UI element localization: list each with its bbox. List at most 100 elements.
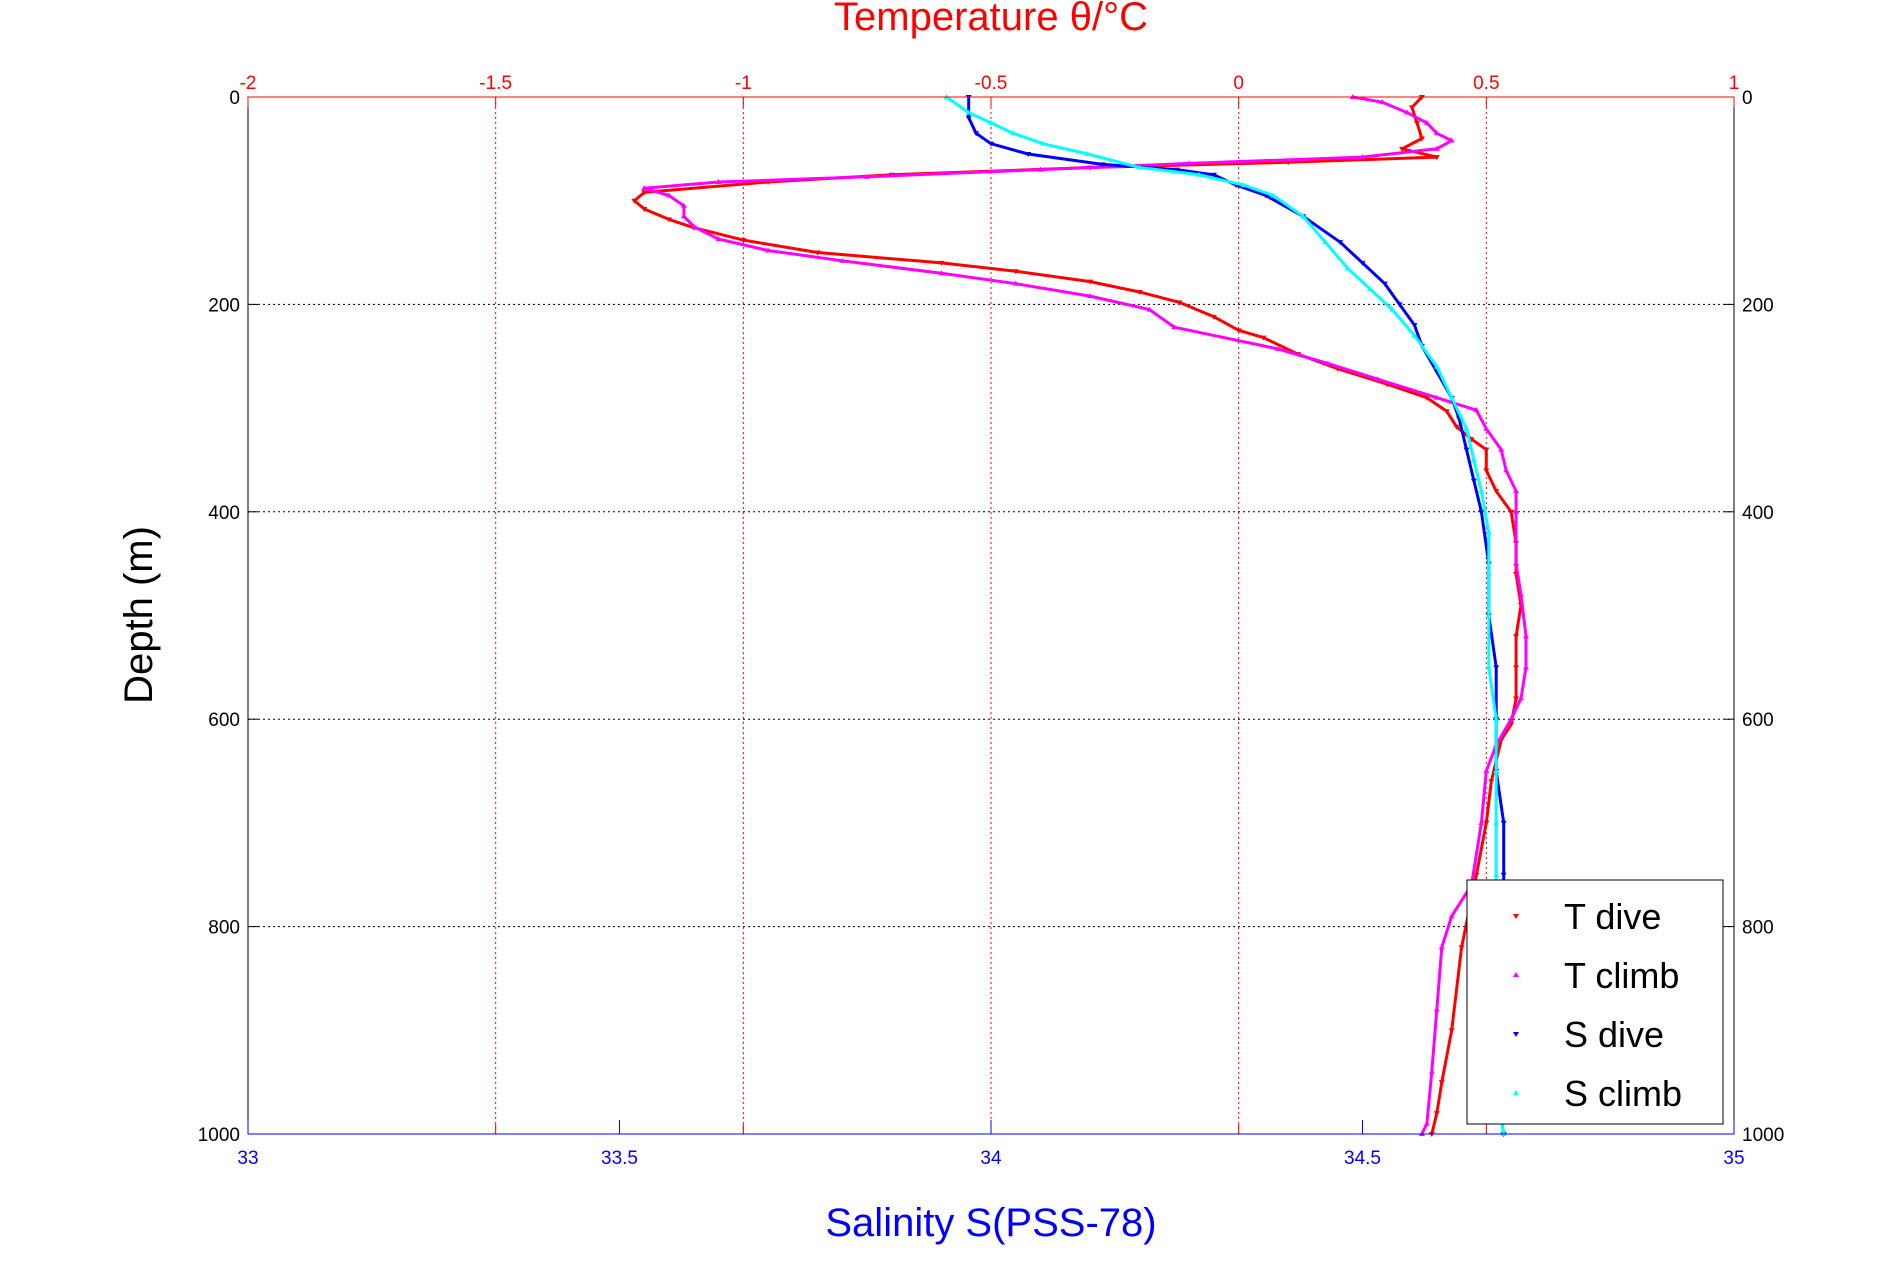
data-point-t-dive [1235,328,1242,334]
top-axis-tick-label: -1 [735,73,752,94]
data-point-t-climb [1498,446,1505,452]
data-point-t-climb [680,213,687,219]
data-point-t-dive [1473,872,1480,878]
data-point-s-climb [1196,171,1203,177]
data-point-s-dive [1337,240,1344,246]
data-point-t-climb [1513,488,1520,494]
data-point-t-dive [1433,155,1440,161]
y-axis-tick-label-left: 400 [208,503,240,524]
data-point-s-climb [1411,332,1418,338]
data-point-s-dive [1173,167,1180,173]
data-point-t-climb [690,223,697,229]
data-point-t-climb [1423,119,1430,125]
data-point-t-climb [938,270,945,276]
data-point-s-dive [1025,152,1032,158]
data-point-t-dive [1483,468,1490,474]
data-point-s-climb [1040,140,1047,146]
data-point-t-climb [1275,345,1282,351]
data-point-t-dive [1409,105,1416,111]
data-point-t-dive [1136,289,1143,295]
data-point-s-climb [1485,529,1492,535]
data-point-t-dive [641,190,648,196]
data-point-s-climb [1300,213,1307,219]
data-point-t-dive [666,217,673,223]
legend-label-t-dive: T dive [1564,896,1661,937]
legend: T dive T climb S dive S climb [1466,879,1724,1125]
data-point-t-climb [1513,560,1520,566]
data-point-s-climb [1493,768,1500,774]
data-point-t-climb [1508,716,1515,722]
data-point-t-climb [666,192,673,198]
data-point-t-dive [814,250,821,256]
data-point-t-dive [1433,1111,1440,1117]
data-point-t-dive [1458,945,1465,951]
data-point-s-climb [1463,425,1470,431]
data-point-t-dive [641,206,648,212]
data-point-t-climb [1448,913,1455,919]
data-point-s-dive [973,131,980,137]
data-point-t-dive [1285,160,1292,166]
data-point-t-climb [1522,664,1529,670]
data-point-s-climb [1366,285,1373,291]
data-point-t-dive [1453,424,1460,430]
data-point-t-climb [1473,407,1480,413]
data-point-t-dive [1012,269,1019,275]
data-point-s-climb [1433,363,1440,369]
data-point-t-dive [1508,509,1515,515]
y-axis-tick-label-left: 800 [208,918,240,939]
data-point-s-climb [1322,239,1329,245]
data-point-t-dive [1413,120,1420,126]
legend-marker-t-climb [1513,972,1519,977]
data-point-t-dive [1423,395,1430,401]
data-point-s-climb [1344,265,1351,271]
data-point-t-dive [1513,634,1520,640]
data-point-t-climb [1433,394,1440,400]
data-point-t-climb [1518,695,1525,701]
data-point-t-climb [1012,280,1019,286]
data-point-t-climb [1359,154,1366,160]
data-point-s-climb [1010,130,1017,136]
top-axis-tick-label: 0 [1233,73,1244,94]
bottom-axis-tick-label: 33 [237,1148,258,1169]
data-point-s-dive [1470,478,1477,484]
data-point-s-climb [1485,612,1492,618]
bottom-axis-tick-label: 33.5 [601,1148,638,1169]
data-point-s-climb [1448,394,1455,400]
data-point-t-dive [1513,696,1520,702]
chart-title: Temperature θ/°C [834,0,1148,39]
legend-box [1466,879,1724,1125]
data-point-t-dive [1448,1028,1455,1034]
data-point-s-dive [1396,302,1403,308]
data-point-t-dive [1483,820,1490,826]
legend-marker-t-dive [1513,914,1519,919]
data-point-t-climb [1374,376,1381,382]
data-point-s-climb [1270,192,1277,198]
data-point-t-climb [1522,633,1529,639]
data-point-s-climb [1493,871,1500,877]
data-point-t-dive [1483,447,1490,453]
data-point-s-climb [1389,306,1396,312]
top-axis-tick-label: 0.5 [1473,73,1499,94]
data-point-t-dive [1443,409,1450,415]
data-point-s-climb [1493,819,1500,825]
y-axis-tick-label-right: 400 [1742,503,1774,524]
data-point-t-climb [1087,293,1094,299]
y-axis-label: Depth (m) [117,526,161,704]
legend-label-t-climb: T climb [1564,955,1679,996]
data-point-s-dive [988,141,994,147]
data-point-t-dive [1493,489,1500,495]
data-point-t-climb [1404,109,1411,115]
data-point-t-dive [1210,314,1217,320]
data-point-t-climb [1037,166,1044,172]
data-point-s-dive [1463,447,1470,453]
data-point-t-climb [1483,768,1490,774]
data-point-s-dive [1500,820,1507,826]
data-point-t-climb [765,247,772,253]
data-point-s-dive [1493,665,1500,671]
data-point-s-dive [1359,260,1366,266]
data-point-t-dive [1176,300,1183,306]
data-point-s-climb [1470,456,1477,462]
y-axis-tick-label-left: 0 [229,88,240,109]
